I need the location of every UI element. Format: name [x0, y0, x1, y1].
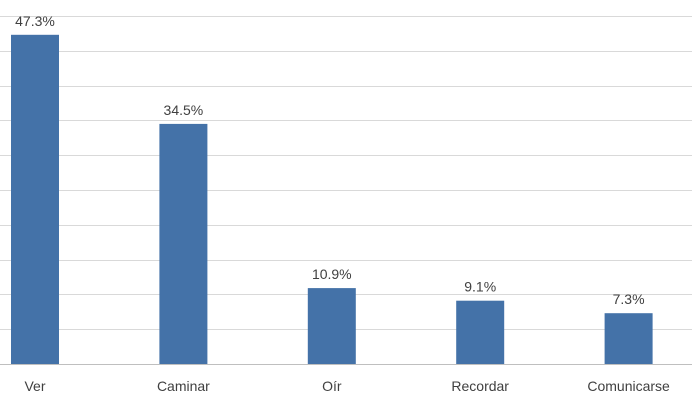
bar-caminar — [159, 123, 208, 365]
category-axis-labels: Ver Caminar Oír Recordar Comunicarse — [24, 378, 670, 394]
category-label: Caminar — [157, 378, 210, 394]
data-label: 34.5% — [164, 102, 204, 118]
data-label: 7.3% — [613, 291, 645, 307]
data-label: 9.1% — [464, 279, 496, 295]
bar-comunicarse — [604, 313, 653, 364]
data-label: 47.3% — [15, 13, 55, 29]
bars — [11, 34, 653, 365]
data-labels: 47.3% 34.5% 10.9% 9.1% 7.3% — [15, 13, 644, 307]
category-label: Comunicarse — [587, 378, 670, 394]
bar-recordar — [456, 300, 505, 364]
category-label: Recordar — [451, 378, 509, 394]
gridlines — [0, 16, 692, 365]
category-label: Ver — [24, 378, 45, 394]
bar-oir — [307, 288, 356, 364]
data-label: 10.9% — [312, 266, 352, 282]
bar-ver — [11, 34, 59, 365]
category-label: Oír — [322, 378, 342, 394]
